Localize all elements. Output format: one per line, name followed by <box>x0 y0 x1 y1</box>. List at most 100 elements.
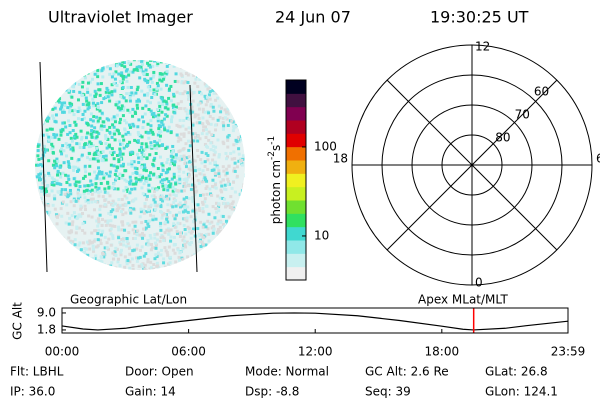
pixel <box>69 245 73 249</box>
pixel <box>175 133 179 137</box>
pixel <box>239 192 243 196</box>
pixel <box>239 100 243 104</box>
pixel <box>105 86 109 90</box>
pixel <box>243 239 245 243</box>
pixel <box>172 243 176 247</box>
pixel <box>189 165 193 169</box>
pixel <box>200 161 204 165</box>
pixel <box>191 209 195 213</box>
pixel <box>140 221 144 225</box>
pixel <box>157 127 161 131</box>
pixel <box>138 99 142 103</box>
pixel <box>203 248 207 252</box>
pixel <box>99 242 103 246</box>
pixel <box>226 135 230 139</box>
pixel <box>92 208 96 212</box>
pixel <box>144 219 148 223</box>
pixel <box>186 270 189 273</box>
pixel <box>91 240 95 244</box>
pixel <box>141 192 145 196</box>
pixel <box>82 189 86 193</box>
pixel <box>125 79 129 83</box>
pixel <box>138 215 142 219</box>
pixel <box>226 223 230 227</box>
pixel <box>52 133 56 137</box>
pixel <box>96 224 100 228</box>
pixel <box>58 85 62 89</box>
pixel <box>223 116 227 120</box>
pixel <box>71 109 75 113</box>
pixel <box>176 156 180 160</box>
pixel <box>75 226 79 230</box>
pixel <box>235 222 239 226</box>
pixel <box>196 154 200 158</box>
pixel <box>197 234 201 238</box>
pixel <box>100 128 104 132</box>
pixel <box>216 263 220 267</box>
pixel <box>162 188 166 192</box>
pixel <box>86 253 90 257</box>
pixel <box>90 128 94 132</box>
pixel <box>96 159 100 163</box>
pixel <box>160 110 164 114</box>
pixel <box>66 106 70 110</box>
pixel <box>209 122 213 126</box>
pixel <box>237 113 241 117</box>
pixel <box>78 193 82 197</box>
pixel <box>199 67 203 71</box>
pixel <box>52 62 56 66</box>
pixel <box>243 99 245 103</box>
pixel <box>204 225 208 229</box>
pixel <box>86 198 90 202</box>
pixel <box>186 73 190 77</box>
pixel <box>160 97 164 101</box>
pixel <box>226 241 230 245</box>
pixel <box>144 226 148 230</box>
pixel <box>96 238 100 242</box>
pixel <box>93 72 97 76</box>
pixel <box>46 183 50 187</box>
pixel <box>61 108 65 112</box>
pixel <box>142 233 146 237</box>
pixel <box>230 228 234 232</box>
pixel <box>191 99 195 103</box>
pixel <box>53 269 57 270</box>
pixel <box>159 221 163 225</box>
pixel <box>201 169 205 173</box>
pixel <box>153 144 157 148</box>
pixel <box>104 90 108 94</box>
pixel <box>60 72 64 76</box>
pixel <box>76 196 80 200</box>
pixel <box>165 228 169 232</box>
pixel <box>235 73 239 77</box>
pixel <box>176 80 180 84</box>
pixel <box>212 153 216 157</box>
pixel <box>107 200 111 204</box>
pixel <box>91 244 95 248</box>
pixel <box>89 112 93 116</box>
pixel <box>217 202 221 206</box>
pixel <box>137 256 141 260</box>
pixel <box>217 219 221 223</box>
pixel <box>119 117 123 121</box>
pixel <box>44 148 48 152</box>
pixel <box>226 78 230 82</box>
pixel <box>226 201 230 205</box>
pixel <box>88 65 92 69</box>
pixel <box>95 135 99 139</box>
pixel <box>62 161 66 165</box>
pixel <box>142 72 146 76</box>
pixel <box>35 199 39 203</box>
pixel <box>135 233 139 237</box>
pixel <box>125 179 129 183</box>
pixel <box>35 229 39 233</box>
pixel <box>140 89 144 93</box>
pixel <box>203 251 207 255</box>
pixel <box>129 211 133 215</box>
pixel <box>95 107 99 111</box>
pixel <box>144 79 148 83</box>
pixel <box>220 214 224 218</box>
pixel <box>77 259 81 263</box>
pixel <box>64 154 68 158</box>
pixel <box>219 188 223 192</box>
